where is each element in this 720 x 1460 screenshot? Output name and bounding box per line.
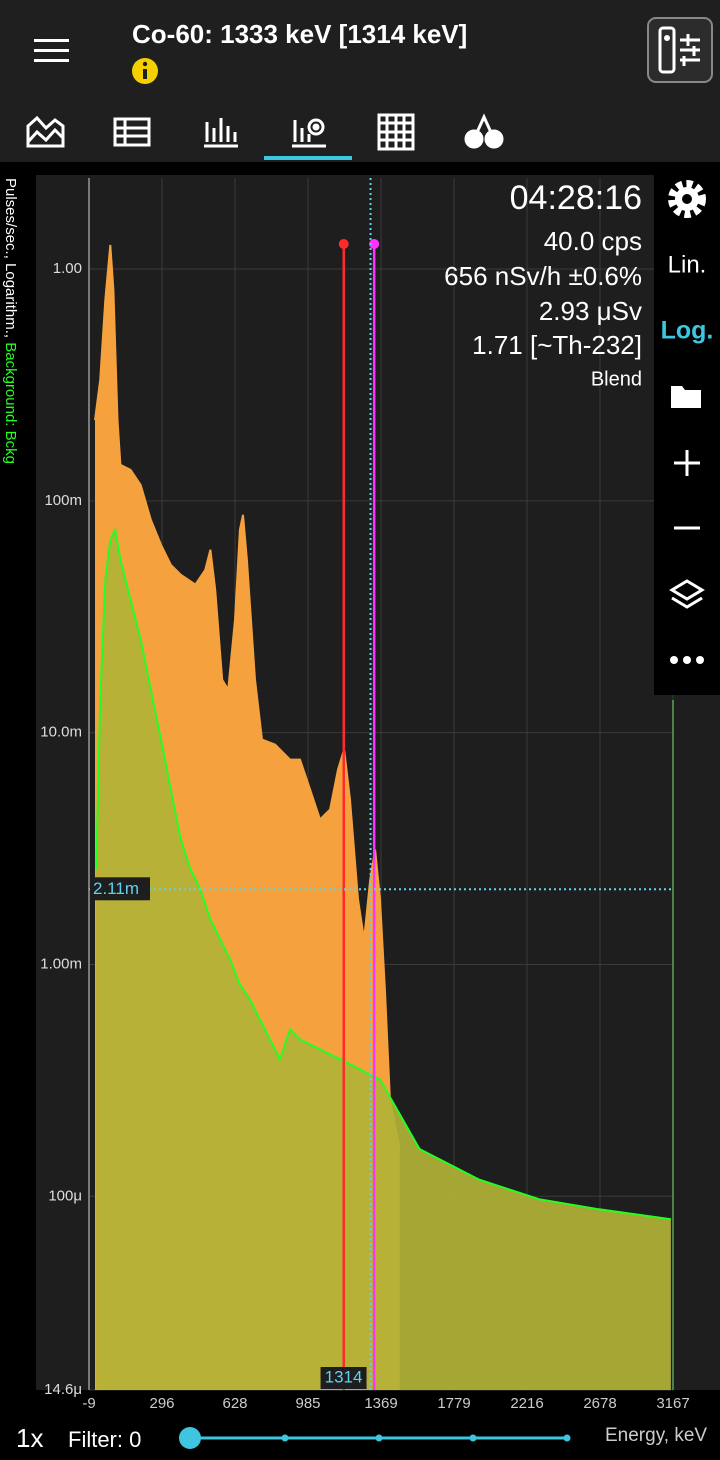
- x-tick-label: 1779: [437, 1395, 470, 1412]
- gear-button[interactable]: [668, 180, 706, 218]
- settings-button[interactable]: [647, 17, 713, 83]
- filter-slider[interactable]: [179, 1427, 571, 1449]
- dose: 2.93 μSv: [539, 296, 642, 326]
- info-icon[interactable]: [132, 58, 158, 84]
- cursor-y-box: [90, 877, 150, 901]
- marker-dot: [338, 239, 349, 249]
- lin-button[interactable]: Lin.: [668, 251, 707, 278]
- y-tick-label: 10.0m: [40, 724, 82, 741]
- y-tick-label: 1.00m: [40, 955, 82, 972]
- x-tick-label: 296: [149, 1395, 174, 1412]
- tab-histogram[interactable]: [204, 118, 238, 148]
- cursor-x-label: 1314: [325, 1367, 363, 1386]
- filter-label: Filter: 0: [68, 1427, 141, 1452]
- menu-button[interactable]: [34, 39, 69, 62]
- spectrum-line: [95, 526, 672, 1221]
- more-button[interactable]: [670, 656, 704, 664]
- x-tick-label: -9: [82, 1395, 95, 1412]
- y-tick-label: 100μ: [48, 1187, 82, 1204]
- tab-table[interactable]: [113, 117, 151, 147]
- tab-grid[interactable]: [377, 113, 415, 151]
- cursor-x-box: [320, 1367, 367, 1389]
- y-tick-label: 1.00: [53, 260, 82, 277]
- zoom-factor[interactable]: 1x: [16, 1423, 43, 1453]
- y-axis-label: Pulses/sec., Logarithm.,: [2, 178, 19, 342]
- area-fill: [96, 529, 671, 1390]
- tab-spectrum[interactable]: [292, 118, 326, 148]
- log-button[interactable]: Log.: [661, 317, 714, 345]
- ratio: 1.71 [~Th-232]: [472, 330, 642, 360]
- y-axis-label-background: Background: Bckg: [2, 342, 19, 464]
- cursor-y-label: 2.11m: [93, 879, 139, 898]
- x-tick-label: 3167: [656, 1395, 689, 1412]
- zoom-in-button[interactable]: [674, 450, 700, 476]
- x-tick-label: 2678: [583, 1395, 616, 1412]
- tab-isotopes[interactable]: [464, 113, 504, 149]
- tab-bar: [26, 113, 504, 151]
- y-tick-label: 14.6μ: [44, 1381, 82, 1398]
- toolbar-buttons: Lin. Log.: [661, 180, 714, 664]
- elapsed-time: 04:28:16: [510, 179, 642, 217]
- tab-chart[interactable]: [26, 115, 65, 148]
- y-axis-title: Pulses/sec., Logarithm., Background: Bck…: [2, 178, 19, 464]
- stats-overlay: 04:28:16 40.0 cps 656 nSv/h ±0.6% 2.93 μ…: [444, 179, 642, 390]
- open-button[interactable]: [671, 386, 701, 408]
- x-tick-label: 985: [295, 1395, 320, 1412]
- x-axis-title: Energy, keV: [605, 1425, 707, 1446]
- count-rate: 40.0 cps: [544, 226, 642, 256]
- dose-rate: 656 nSv/h ±0.6%: [444, 261, 642, 291]
- spectrum-line: [94, 244, 401, 1150]
- x-tick-label: 1369: [364, 1395, 397, 1412]
- title: Co-60: 1333 keV [1314 keV]: [132, 19, 467, 49]
- plot: 1.00 100m 10.0m 1.00m 100μ 14.6μ-9 296 628 985 13…: [40, 178, 690, 1412]
- y-tick-label: 100m: [44, 492, 82, 509]
- x-tick-label: 2216: [510, 1395, 543, 1412]
- x-tick-label: 628: [222, 1395, 247, 1412]
- marker-dot: [369, 239, 380, 249]
- active-tab-indicator: [264, 156, 352, 160]
- mode: Blend: [591, 368, 642, 390]
- layers-button[interactable]: [669, 579, 705, 609]
